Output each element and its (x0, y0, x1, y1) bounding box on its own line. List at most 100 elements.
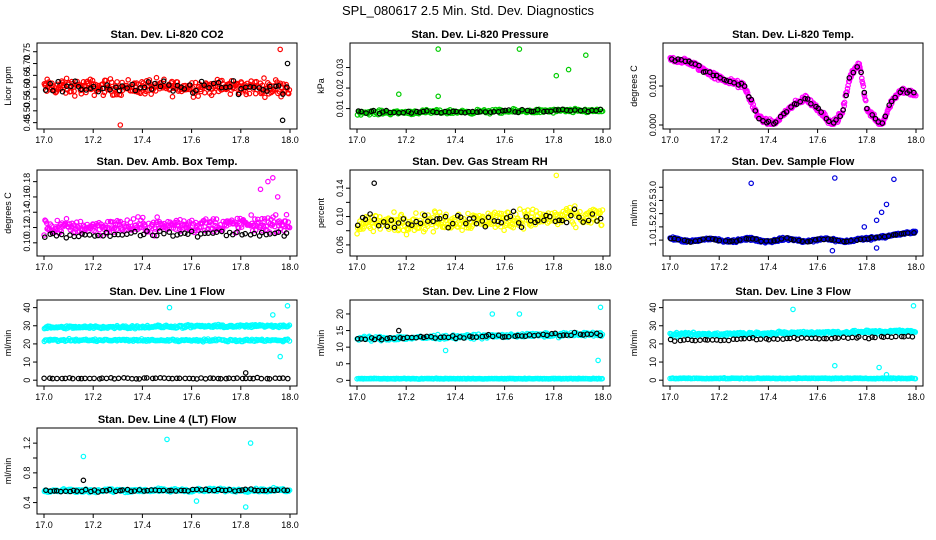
data-point (63, 75, 70, 82)
data-point (107, 233, 113, 240)
x-tick-label: 17.8 (232, 262, 250, 272)
data-point (598, 222, 605, 228)
data-point (899, 86, 906, 93)
data-point (873, 235, 879, 241)
data-point (541, 108, 547, 115)
y-tick-label: 0 (22, 378, 32, 383)
data-point (142, 91, 148, 97)
data-point (572, 224, 579, 231)
data-point (430, 229, 437, 235)
data-point (685, 238, 691, 245)
data-point (869, 112, 876, 118)
data-point (571, 206, 578, 213)
x-tick-label: 17.2 (84, 392, 102, 402)
data-point (758, 238, 764, 245)
data-point (859, 80, 866, 87)
outlier-point (269, 175, 276, 181)
outlier-point (80, 477, 87, 484)
data-point (563, 107, 570, 114)
data-point (844, 89, 850, 95)
series-averaged (41, 374, 291, 382)
plot-frame (662, 299, 924, 387)
x-tick-label: 17.0 (661, 135, 679, 145)
data-point (152, 375, 159, 382)
data-point (675, 56, 681, 62)
outlier-point (553, 72, 560, 79)
panel-title: Stan. Dev. Line 2 Flow (422, 286, 538, 298)
data-point (858, 69, 864, 76)
x-tick-label: 17.0 (661, 262, 679, 272)
x-tick-label: 17.0 (661, 392, 679, 402)
data-point (825, 236, 831, 242)
y-tick-label: 0.14 (22, 203, 32, 221)
data-point (709, 236, 716, 242)
data-point (140, 214, 146, 221)
data-point (898, 231, 905, 237)
data-point (210, 230, 216, 236)
y-tick-label: 0.000 (648, 114, 658, 137)
outlier-point (489, 311, 496, 317)
data-point (268, 222, 275, 229)
data-point (904, 230, 911, 236)
data-point (906, 88, 913, 94)
outlier-point (284, 302, 291, 309)
plot-frame (36, 427, 298, 515)
x-tick-label: 17.8 (545, 135, 563, 145)
data-point (83, 87, 89, 93)
data-point (169, 93, 176, 100)
outlier-point (883, 201, 890, 208)
outlier-point (277, 353, 284, 360)
x-tick-label: 17.8 (232, 520, 250, 530)
data-point (837, 113, 844, 120)
series-averaged (41, 228, 290, 241)
data-point (501, 227, 507, 234)
y-tick-label: 0.10 (335, 208, 345, 226)
data-point (843, 92, 850, 99)
y-tick-label: 1.5 (648, 221, 658, 234)
data-point (534, 217, 541, 224)
data-point (788, 104, 794, 110)
data-point (108, 79, 115, 86)
series-averaged (668, 56, 917, 127)
y-tick-label: 10 (335, 342, 345, 352)
data-point (166, 82, 172, 88)
data-point (436, 215, 443, 222)
data-point (248, 212, 255, 218)
data-point (499, 108, 506, 114)
panel-title: Stan. Dev. Li-820 Temp. (732, 29, 854, 41)
data-point (234, 215, 241, 222)
x-tick-label: 17.4 (134, 392, 152, 402)
y-tick-label: 0.60 (22, 78, 32, 96)
data-point (528, 108, 535, 115)
x-tick-label: 17.8 (858, 262, 876, 272)
outlier-point (790, 306, 796, 313)
y-tick-label: 10 (22, 357, 32, 367)
data-point (370, 107, 377, 114)
data-point (576, 214, 582, 221)
y-tick-label: 0 (648, 378, 658, 383)
data-point (176, 375, 183, 382)
y-tick-label: 0.01 (335, 100, 345, 118)
data-point (515, 109, 522, 116)
x-tick-label: 17.6 (183, 135, 201, 145)
data-point (403, 231, 410, 238)
data-point (491, 218, 498, 224)
data-point (594, 218, 600, 224)
data-point (391, 224, 398, 231)
y-tick-label: 40 (648, 303, 658, 313)
data-point (174, 232, 181, 238)
x-tick-label: 17.2 (84, 520, 102, 530)
data-point (160, 78, 167, 85)
data-point (367, 211, 373, 217)
data-point (532, 221, 539, 228)
data-point (275, 83, 282, 89)
x-tick-label: 17.6 (183, 262, 201, 272)
x-tick-label: 17.6 (496, 262, 514, 272)
data-point (198, 78, 205, 85)
data-point (449, 220, 456, 227)
series-averaged (354, 206, 604, 231)
data-point (100, 85, 106, 92)
panel-title: Stan. Dev. Sample Flow (732, 156, 855, 168)
